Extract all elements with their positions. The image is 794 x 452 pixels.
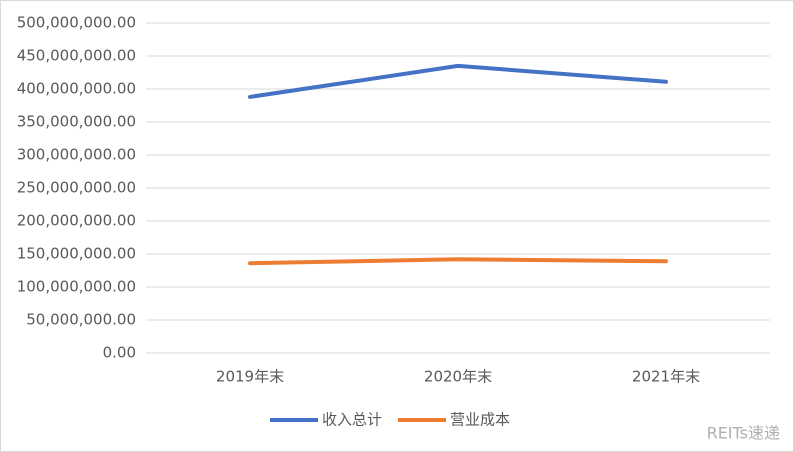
- y-tick-label: 0.00: [103, 344, 136, 362]
- legend-label: 营业成本: [450, 411, 510, 429]
- x-tick-label: 2020年末: [424, 368, 492, 386]
- y-tick-label: 450,000,000.00: [17, 47, 136, 65]
- watermark: REITs速递: [707, 424, 780, 443]
- y-tick-label: 350,000,000.00: [17, 113, 136, 131]
- y-tick-label: 200,000,000.00: [17, 212, 136, 230]
- y-tick-label: 50,000,000.00: [26, 311, 136, 329]
- x-tick-label: 2021年末: [632, 368, 700, 386]
- y-tick-label: 400,000,000.00: [17, 80, 136, 98]
- y-tick-label: 250,000,000.00: [17, 179, 136, 197]
- y-tick-label: 500,000,000.00: [17, 14, 136, 32]
- series-line: [248, 63, 668, 99]
- y-tick-label: 150,000,000.00: [17, 245, 136, 263]
- y-tick-label: 100,000,000.00: [17, 278, 136, 296]
- legend-label: 收入总计: [322, 411, 382, 429]
- series-line: [248, 257, 668, 266]
- x-tick-label: 2019年末: [216, 368, 284, 386]
- y-tick-label: 300,000,000.00: [17, 146, 136, 164]
